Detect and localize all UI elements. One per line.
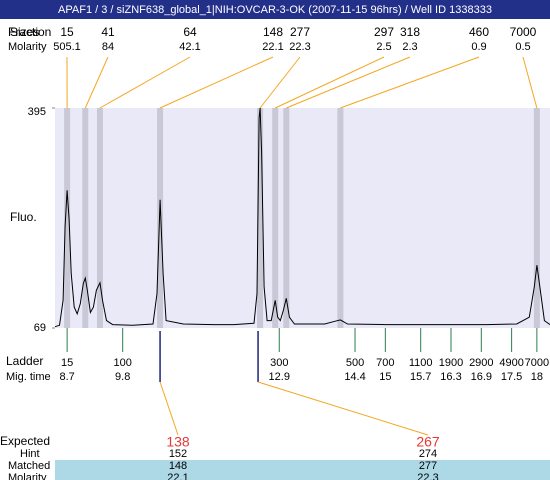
- hint-value: 274: [419, 448, 437, 460]
- peak-connector: [259, 56, 301, 109]
- peak-size: 148: [263, 25, 283, 39]
- ladder-size: 700: [376, 357, 394, 369]
- ladder-time: 9.8: [115, 371, 130, 383]
- ladder-time: 12.9: [269, 371, 290, 383]
- ladder-time: 17.5: [501, 371, 522, 383]
- matched-value: 277: [419, 460, 437, 472]
- peak-connector: [286, 56, 411, 109]
- peak-size: 41: [101, 25, 115, 39]
- trace: [54, 107, 550, 328]
- peak-band: [64, 108, 71, 328]
- peak-molarity: 0.5: [515, 41, 530, 53]
- peak-molarity: 42.1: [179, 41, 200, 53]
- expected-value: 267: [416, 434, 440, 450]
- peak-molarity: 22.1: [262, 41, 283, 53]
- expected-molarity: 22.1: [167, 472, 188, 480]
- expected-connector: [159, 381, 179, 436]
- peak-size: 277: [290, 25, 310, 39]
- peak-connector: [275, 56, 385, 109]
- ladder-size: 500: [346, 357, 364, 369]
- peak-band: [533, 108, 540, 328]
- y-axis-label: Fluo.: [10, 210, 37, 224]
- peak-band: [82, 108, 89, 328]
- ladder-size: 15: [61, 357, 73, 369]
- ladder-size: 2900: [469, 357, 493, 369]
- expected-connector: [257, 381, 429, 436]
- peak-band: [272, 108, 279, 328]
- peak-size: 297: [374, 25, 394, 39]
- peak-band: [337, 108, 344, 328]
- peak-molarity: 22.3: [289, 41, 310, 53]
- peak-connector: [84, 56, 109, 109]
- expected-molarity: 22.3: [417, 472, 438, 480]
- y-tick-label: 395: [28, 106, 46, 118]
- peak-molarity: 0.9: [471, 41, 486, 53]
- matched-value: 148: [169, 460, 187, 472]
- ladder-label: Ladder: [6, 354, 43, 368]
- ladder-time: 14.4: [344, 371, 365, 383]
- expected-molarity-label: Molarity: [8, 472, 47, 480]
- matched-label: Matched: [8, 460, 50, 472]
- ladder-time: 16.3: [440, 371, 461, 383]
- matched-band: [55, 460, 550, 480]
- peak-band: [257, 108, 264, 328]
- title: APAF1 / 3 / siZNF638_global_1|NIH:OVCAR-…: [58, 4, 492, 16]
- peak-molarity: 2.3: [402, 41, 417, 53]
- ladder-size: 300: [270, 357, 288, 369]
- ladder-size: 1100: [409, 357, 433, 369]
- ladder-size: 100: [114, 357, 132, 369]
- ladder-size: 7000: [525, 357, 549, 369]
- peak-size: 460: [469, 25, 489, 39]
- peak-size: 64: [183, 25, 197, 39]
- peak-molarity: 84: [102, 41, 114, 53]
- ladder-time: 15: [379, 371, 391, 383]
- ladder-size: 1900: [439, 357, 463, 369]
- peak-connector: [99, 56, 191, 109]
- ladder-time: 18: [531, 371, 543, 383]
- y-tick-label: 69: [34, 322, 46, 334]
- fraction-label: Fraction: [8, 25, 51, 39]
- peak-connector: [522, 56, 538, 109]
- plot-area: [55, 108, 550, 328]
- title-bar: [0, 0, 550, 19]
- peak-molarity: 505.1: [53, 41, 81, 53]
- ladder-time: 16.9: [471, 371, 492, 383]
- ladder-size: 4900: [499, 357, 523, 369]
- size-label: Sizes: [10, 25, 39, 39]
- time-label: Mig. time: [6, 371, 51, 383]
- peak-band: [283, 108, 290, 328]
- peak-connector: [340, 56, 480, 109]
- peak-molarity: 2.5: [376, 41, 391, 53]
- peak-band: [157, 108, 164, 328]
- ladder-time: 15.7: [410, 371, 431, 383]
- molarity-label: Molarity: [8, 41, 47, 53]
- ladder-time: 8.7: [59, 371, 74, 383]
- peak-size: 15: [60, 25, 74, 39]
- peak-connector: [159, 56, 274, 109]
- expected-label: Expected: [0, 434, 50, 448]
- hint-value: 152: [169, 448, 187, 460]
- peak-size: 7000: [510, 25, 537, 39]
- expected-value: 138: [166, 434, 190, 450]
- hint-label: Hint: [20, 448, 40, 460]
- peak-band: [96, 108, 103, 328]
- peak-size: 318: [400, 25, 420, 39]
